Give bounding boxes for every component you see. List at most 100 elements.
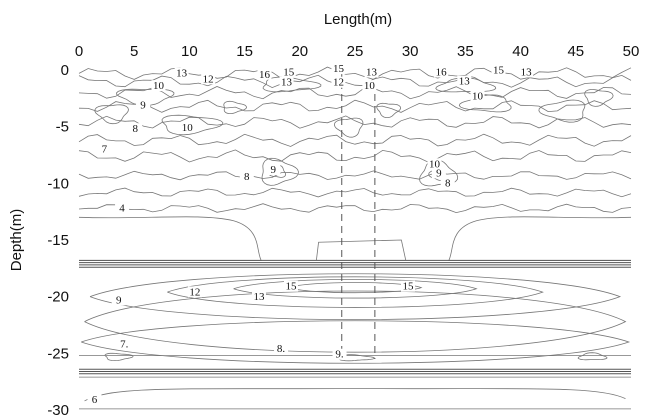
contour-line [448, 216, 632, 261]
contour-label: 12 [203, 73, 214, 85]
contour-label: 15 [333, 63, 345, 75]
contour-line [78, 216, 262, 261]
contour-label-bg [364, 66, 379, 78]
contour-label: 9 [436, 167, 442, 179]
y-tick-label: -10 [47, 175, 69, 192]
contour-line [94, 104, 129, 125]
contour-label-bg [257, 68, 272, 80]
contour-label-bg [470, 90, 485, 102]
contour-label: 9. [335, 349, 344, 361]
contour-label: 16 [259, 69, 271, 81]
contour-label: 7. [120, 339, 129, 351]
contour-label-bg [283, 280, 298, 292]
contour-label: 4 [119, 203, 125, 215]
contour-label: 13 [281, 77, 293, 89]
y-axis-title: Depth(m) [8, 209, 25, 272]
contour-label: 10 [364, 80, 376, 92]
x-tick-label: 5 [130, 43, 138, 60]
contour-line [262, 76, 322, 93]
contour-line [288, 282, 423, 294]
contour-label: 10 [472, 90, 484, 102]
contour-line [89, 273, 622, 321]
contour-line [84, 290, 627, 353]
contour-label: 12 [189, 286, 200, 298]
contour-line [78, 99, 632, 113]
contour-label-bg [279, 76, 294, 88]
contour-line [223, 100, 248, 114]
contour-label-bg [491, 64, 506, 76]
contour-line [78, 203, 632, 214]
contour-label: 7 [102, 144, 108, 156]
x-tick-labels: 0 5 10 15 20 25 30 35 40 45 50 [75, 43, 640, 60]
contour-lines [78, 66, 632, 410]
contour-label-bg [434, 66, 449, 78]
contour-label-bg [151, 80, 166, 92]
contour-label-bg [266, 164, 281, 175]
contour-label: 10 [153, 80, 165, 92]
contour-label: 16 [436, 67, 448, 79]
contour-line [78, 74, 632, 89]
contour-label-bg [362, 80, 377, 92]
contour-line [78, 66, 632, 80]
x-tick-label: 35 [457, 43, 474, 60]
contour-label-bg [331, 76, 346, 88]
contour-label: 15 [285, 281, 297, 293]
contour-line [538, 99, 586, 123]
contour-line [261, 157, 299, 186]
contour-label: 8 [133, 123, 139, 135]
y-tick-label: -5 [56, 119, 69, 136]
contour-line [376, 102, 402, 118]
x-tick-label: 0 [75, 43, 83, 60]
y-tick-label: 0 [61, 62, 69, 79]
contour-label-bg [174, 67, 189, 79]
contour-line [78, 86, 632, 100]
contour-label-bg [519, 66, 534, 78]
contour-label-bg [427, 158, 442, 170]
contour-label-bg [251, 290, 266, 302]
contour-label-bg [87, 394, 102, 406]
contour-label-bg [117, 338, 132, 350]
contour-label: 10 [429, 158, 441, 170]
y-tick-label: -20 [47, 289, 69, 306]
contour-label-bg [281, 66, 296, 78]
contour-label-bg [440, 177, 455, 189]
contour-label-bg [201, 73, 216, 85]
x-tick-label: 10 [181, 43, 198, 60]
contour-label-bg [111, 294, 126, 306]
y-tick-label: -25 [47, 345, 69, 362]
contour-label-bg [239, 170, 254, 182]
x-tick-label: 15 [236, 43, 253, 60]
contour-label: 12 [333, 77, 344, 89]
contour-label-bg [274, 343, 289, 355]
contour-label: 6 [92, 394, 98, 406]
contour-label: 8 [445, 178, 451, 190]
x-tick-label: 45 [567, 43, 584, 60]
contour-line [78, 133, 632, 147]
contour-label: 13 [459, 76, 471, 88]
contour-label: 9 [116, 294, 122, 306]
contour-label: 15 [283, 67, 295, 79]
y-tick-label: -30 [47, 402, 69, 419]
contour-line [233, 278, 478, 299]
x-tick-label: 25 [347, 43, 364, 60]
contour-label-bg [431, 167, 446, 179]
contour-label-bg [180, 122, 195, 134]
x-tick-label: 40 [512, 43, 529, 60]
contour-label-bg [115, 202, 130, 214]
contour-label: 15 [402, 281, 414, 293]
y-tick-labels: 0 -5 -10 -15 -20 -25 -30 [47, 62, 69, 419]
x-tick-label: 20 [291, 43, 308, 60]
contour-label: 13 [521, 67, 533, 79]
contour-label-bg [187, 286, 202, 298]
contour-label-bg [331, 63, 346, 75]
contour-line [78, 170, 632, 181]
contour-line [78, 149, 632, 163]
contour-label-bg [400, 280, 415, 292]
contour-line [584, 89, 614, 107]
contour-line [167, 276, 544, 308]
contour-line [315, 239, 407, 261]
contour-line [333, 117, 364, 138]
